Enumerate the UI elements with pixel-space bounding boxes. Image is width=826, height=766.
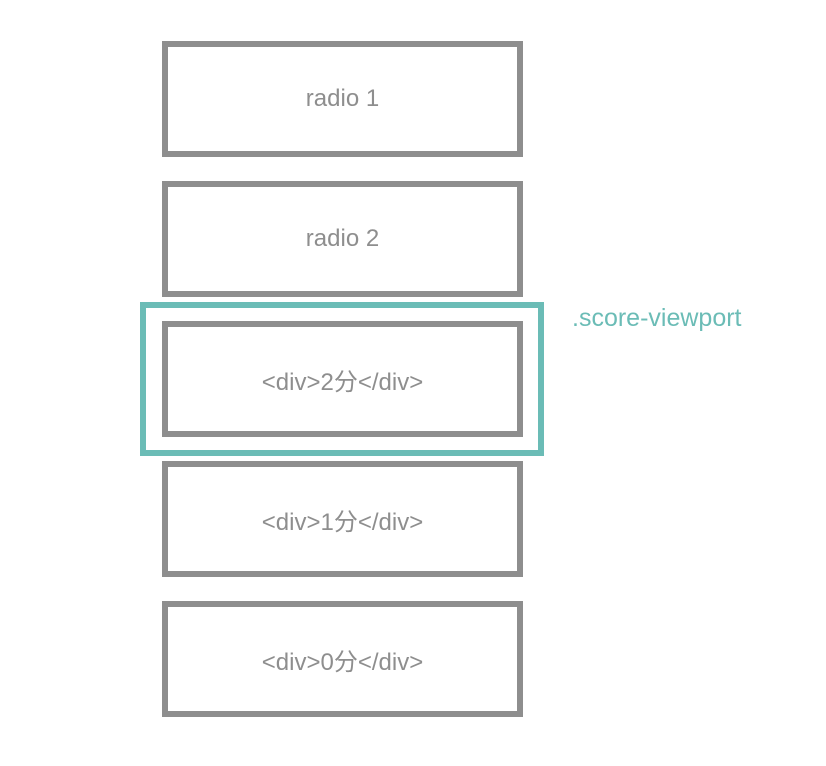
radio-2-label: radio 2 [305,225,380,252]
radio-1-box: radio 1 [162,41,523,157]
score-0-label: <div>0分</div> [261,648,424,676]
radio-2-box: radio 2 [162,181,523,297]
score-2-label: <div>2分</div> [261,368,424,396]
score-1-label: <div>1分</div> [261,508,424,536]
score-0-box: <div>0分</div> [162,601,523,717]
radio-1-label: radio 1 [305,85,380,112]
score-1-box: <div>1分</div> [162,461,523,577]
score-viewport-label: .score-viewport [572,304,742,332]
score-2-box: <div>2分</div> [162,321,523,437]
score-viewport-frame [140,302,544,456]
